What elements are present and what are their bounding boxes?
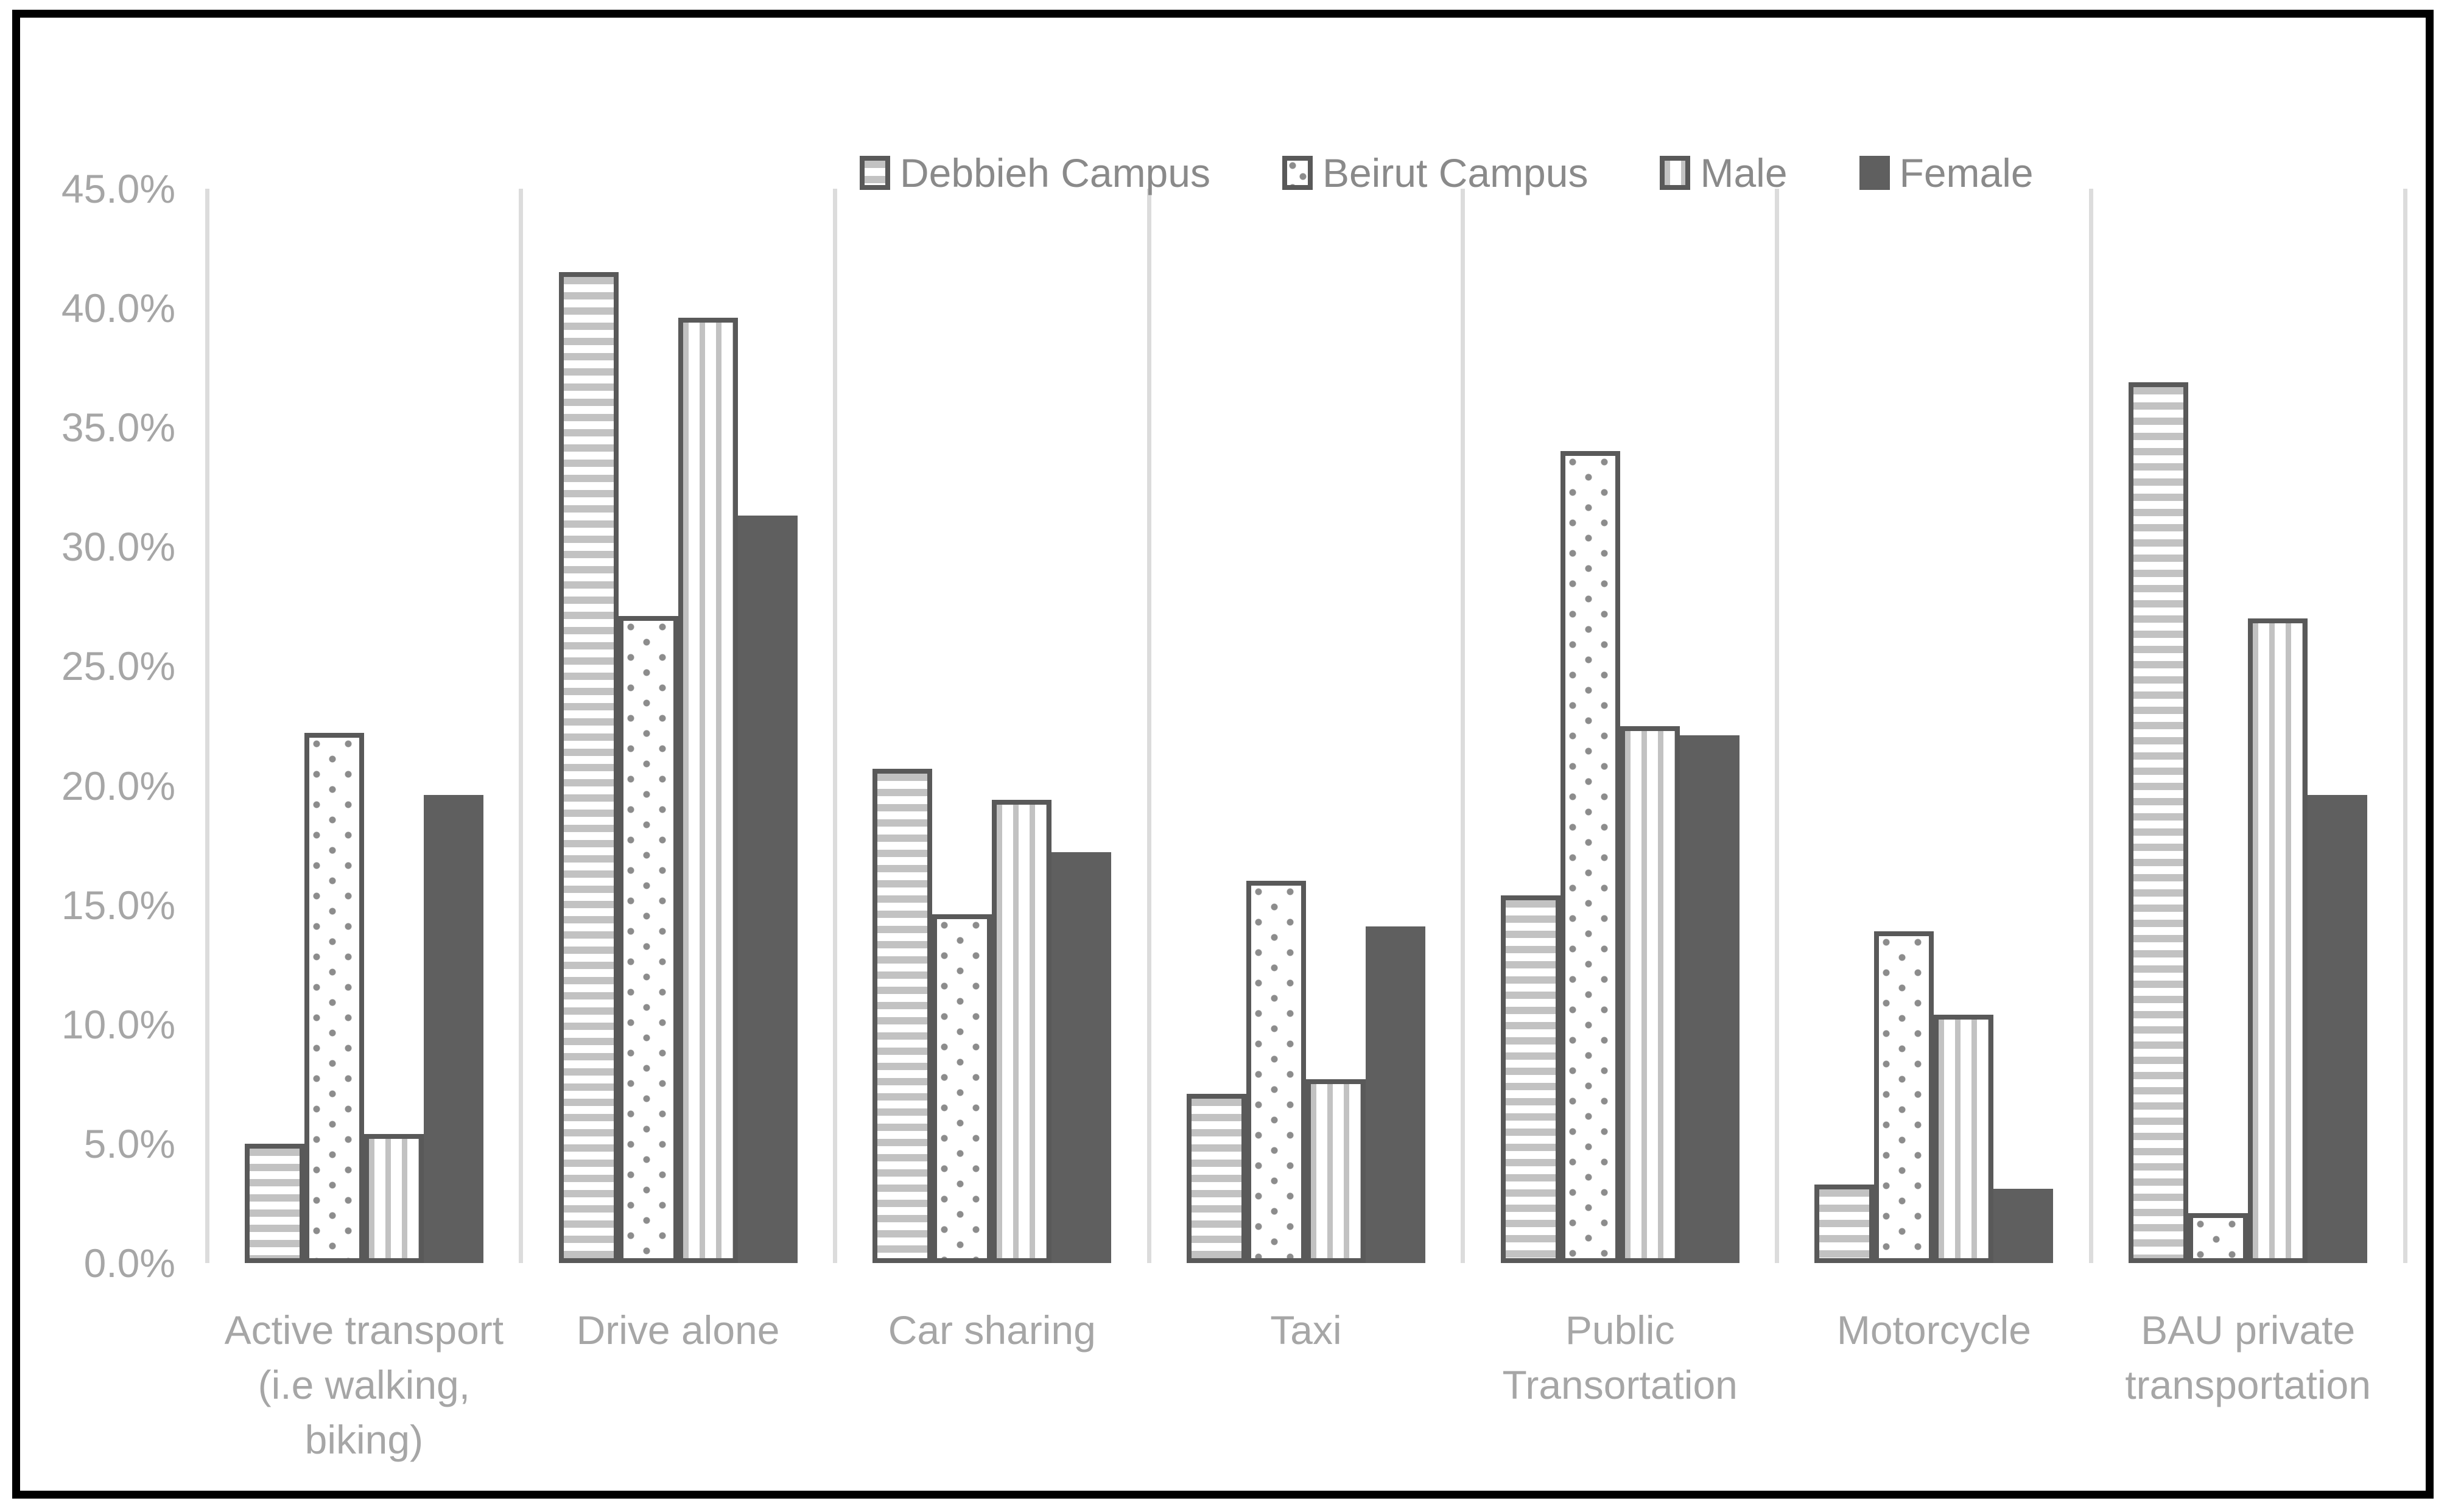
legend-item-male: Male (1660, 150, 1788, 196)
legend-swatch (860, 156, 890, 190)
bar-male (678, 317, 738, 1263)
legend-swatch (1859, 156, 1890, 190)
category-label-line: Transortation (1502, 1362, 1738, 1407)
category-label-line: Drive alone (576, 1307, 780, 1353)
legend-swatch (1660, 156, 1691, 190)
legend-item-beirut-campus: Beirut Campus (1282, 150, 1589, 196)
bar-female (1366, 926, 1425, 1263)
bar-debbieh-campus (1187, 1093, 1246, 1263)
bar-debbieh-campus (244, 1143, 304, 1263)
legend-label: Debbieh Campus (900, 150, 1210, 195)
category-label: Active transport (i.e walking, biking) (207, 1303, 521, 1467)
legend-item-debbieh-campus: Debbieh Campus (860, 150, 1210, 196)
bar-female (1993, 1189, 2054, 1263)
y-tick-label: 10.0% (61, 1001, 175, 1047)
bar-beirut-campus (1560, 451, 1620, 1263)
y-tick-label: 25.0% (61, 643, 175, 689)
bar-male (1306, 1079, 1366, 1263)
y-tick-label: 35.0% (61, 405, 175, 450)
category-separator-line (1775, 189, 1780, 1263)
bar-female (2308, 795, 2368, 1263)
bar-female (423, 795, 483, 1263)
bar-male (1934, 1015, 1994, 1263)
category-separator-line (1461, 189, 1466, 1263)
category-label-line: (i.e walking, (258, 1362, 471, 1407)
category-label: BAU private transportation (2091, 1303, 2405, 1412)
bar-debbieh-campus (872, 769, 933, 1263)
category-separator-line (2088, 189, 2093, 1263)
y-tick-label: 40.0% (61, 285, 175, 331)
legend-label: Female (1899, 150, 2034, 195)
legend-label: Beirut Campus (1322, 150, 1589, 195)
legend-item-female: Female (1859, 150, 2034, 196)
category-label-line: Active transport (224, 1307, 504, 1353)
y-tick-label: 5.0% (83, 1121, 175, 1166)
category-label: Taxi (1149, 1303, 1463, 1357)
bar-female (737, 516, 798, 1263)
y-tick-label: 45.0% (61, 166, 175, 211)
bar-beirut-campus (1874, 931, 1934, 1263)
bar-beirut-campus (1246, 881, 1306, 1263)
bar-female (1051, 852, 1112, 1263)
category-label-line: BAU private (2141, 1307, 2356, 1353)
category-label-line: Taxi (1270, 1307, 1342, 1353)
bar-beirut-campus (304, 733, 364, 1263)
bar-male (2248, 618, 2308, 1263)
category-label: Car sharing (835, 1303, 1149, 1357)
y-tick-label: 30.0% (61, 524, 175, 570)
category-label-line: biking) (304, 1417, 424, 1462)
category-separator-line (519, 189, 524, 1263)
category-label-line: Motorcycle (1836, 1307, 2031, 1353)
category-separator-line (2403, 189, 2407, 1263)
legend: Debbieh Campus Beirut Campus Male Female (860, 150, 2034, 196)
y-tick-label: 15.0% (61, 882, 175, 928)
y-tick-label: 20.0% (61, 763, 175, 808)
bar-female (1679, 735, 1740, 1263)
category-label-line: Public (1565, 1307, 1675, 1353)
legend-label: Male (1700, 150, 1788, 195)
bar-beirut-campus (2188, 1213, 2249, 1263)
y-axis-line (205, 189, 209, 1263)
category-label: Motorcycle (1777, 1303, 2091, 1357)
category-label: Drive alone (521, 1303, 835, 1357)
category-label: Public Transortation (1463, 1303, 1777, 1412)
category-separator-line (1146, 189, 1151, 1263)
category-label-line: transportation (2125, 1362, 2371, 1407)
bar-debbieh-campus (558, 272, 619, 1263)
category-separator-line (832, 189, 837, 1263)
bar-male (992, 800, 1052, 1263)
bar-debbieh-campus (2129, 382, 2189, 1263)
bar-male (1620, 726, 1680, 1263)
bar-debbieh-campus (1814, 1184, 1875, 1263)
bar-debbieh-campus (1500, 895, 1561, 1263)
bar-male (363, 1134, 424, 1263)
y-tick-label: 0.0% (83, 1241, 175, 1286)
legend-swatch (1282, 156, 1313, 190)
chart-outer-border (12, 10, 2434, 1499)
bar-beirut-campus (932, 914, 992, 1263)
category-label-line: Car sharing (888, 1307, 1096, 1353)
bar-beirut-campus (618, 616, 678, 1263)
